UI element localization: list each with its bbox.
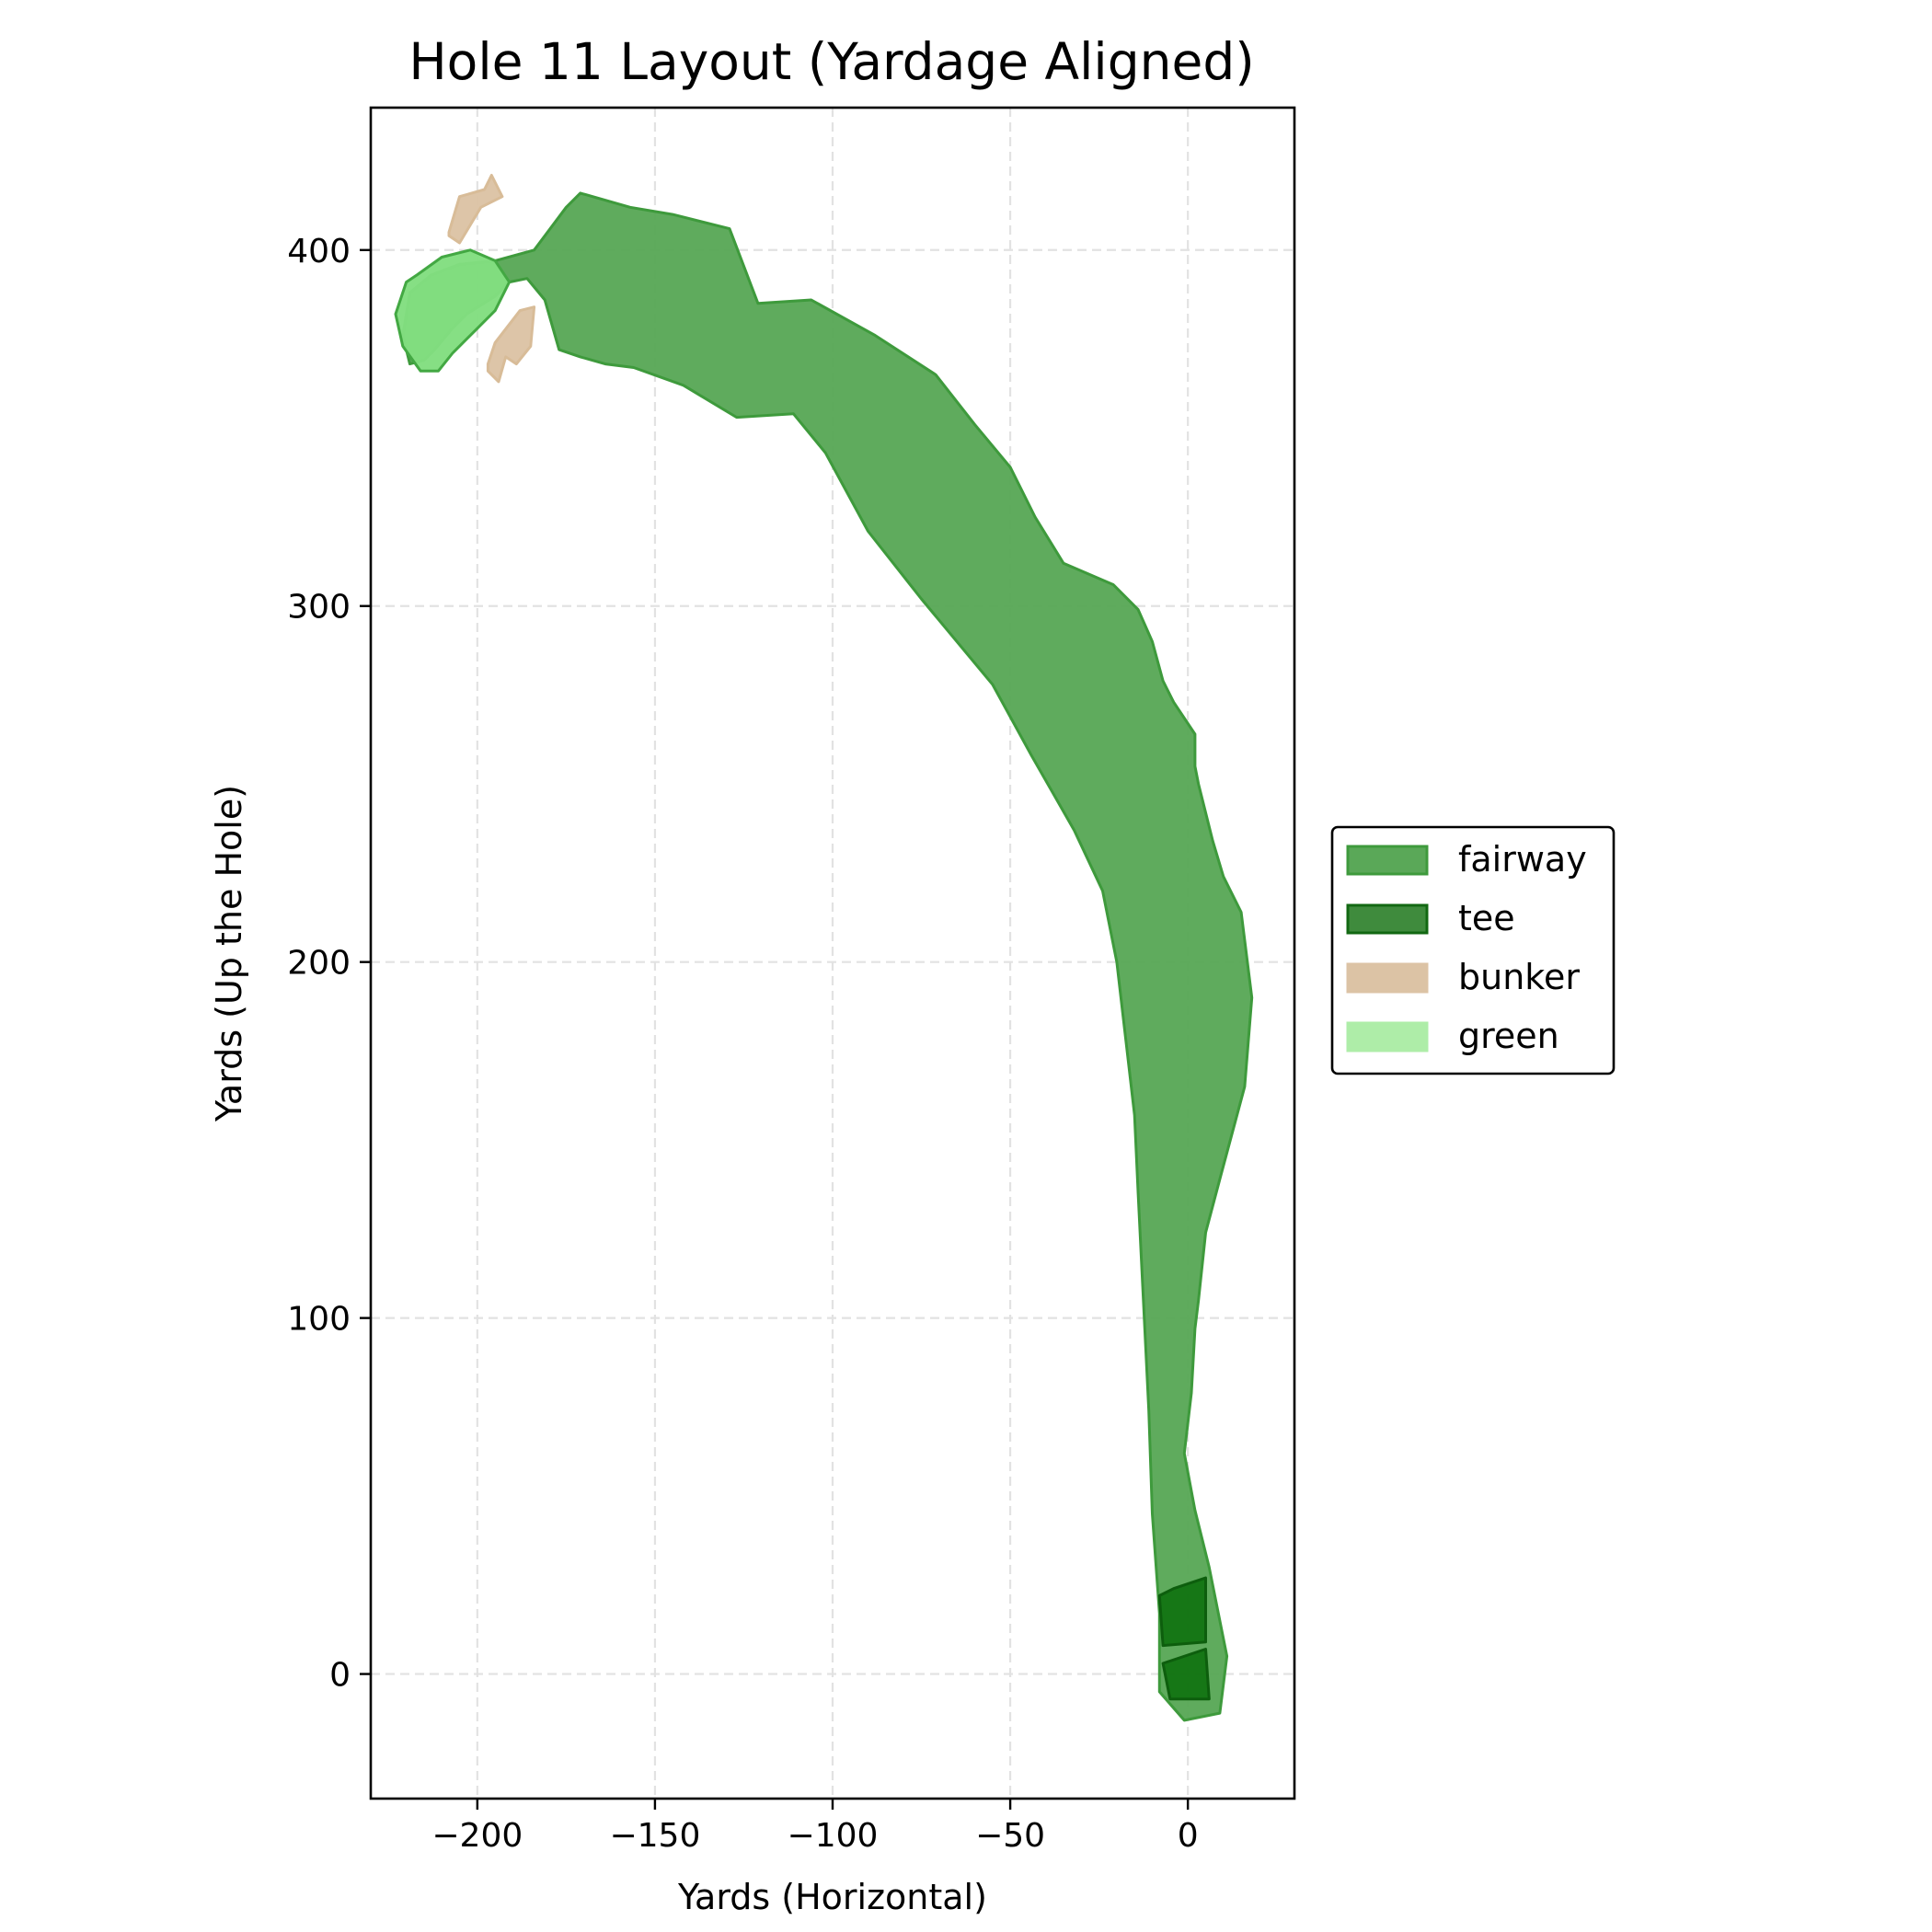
tee-polygon: [1157, 1576, 1207, 1648]
legend-swatch-fairway: [1346, 845, 1429, 876]
legend-label-tee: tee: [1458, 898, 1515, 938]
legend-label-bunker: bunker: [1458, 957, 1580, 997]
bunker-polygon: [447, 174, 504, 245]
axis-ticks: −200 −150 −100 −50 0 0 100 200 300 400: [287, 233, 1198, 1855]
x-tick-label: −100: [788, 1817, 879, 1855]
x-axis-label: Yards (Horizontal): [677, 1877, 987, 1917]
y-tick-label: 0: [329, 1657, 351, 1695]
x-tick-label: −200: [431, 1817, 523, 1855]
tee-polygon: [1161, 1648, 1211, 1701]
bunker-polygon: [486, 305, 536, 384]
legend-label-green: green: [1458, 1016, 1559, 1056]
plot-series: [394, 174, 1254, 1722]
legend-swatch-tee: [1346, 903, 1429, 935]
legend-box: [1330, 825, 1616, 1075]
legend-swatch-green: [1346, 1021, 1429, 1052]
x-tick-label: −150: [609, 1817, 700, 1855]
chart-title: Hole 11 Layout (Yardage Aligned): [408, 32, 1254, 91]
legend-swatch-bunker: [1346, 962, 1429, 994]
y-tick-label: 400: [287, 233, 351, 270]
y-tick-label: 100: [287, 1301, 351, 1339]
y-tick-label: 200: [287, 945, 351, 983]
y-axis-label: Yards (Up the Hole): [209, 785, 249, 1122]
legend: fairway tee bunker green: [1330, 825, 1616, 1075]
y-tick-label: 300: [287, 589, 351, 627]
x-tick-label: −50: [975, 1817, 1045, 1855]
x-tick-label: 0: [1178, 1817, 1199, 1855]
green-polygon: [394, 248, 512, 373]
legend-label-fairway: fairway: [1458, 839, 1587, 880]
